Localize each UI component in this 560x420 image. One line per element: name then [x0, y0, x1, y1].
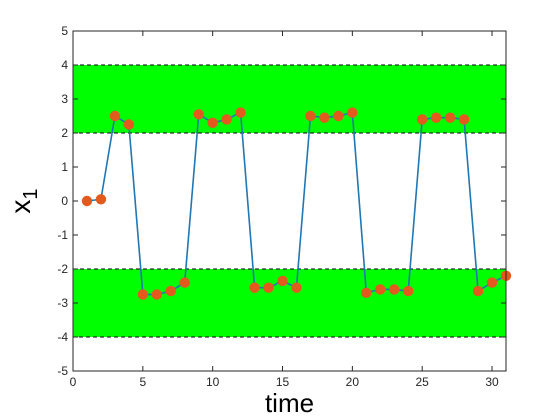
data-point — [389, 284, 400, 295]
data-point — [165, 285, 176, 297]
y-tick-label: -2 — [57, 262, 68, 276]
data-point — [291, 282, 302, 293]
x-tick-label: 15 — [276, 375, 290, 389]
data-point — [249, 282, 260, 293]
y-tick-label: -3 — [57, 296, 68, 310]
x-tick-label: 30 — [485, 375, 499, 389]
data-point — [458, 114, 470, 125]
band-1 — [72, 64, 507, 134]
y-tick-label: 1 — [61, 160, 68, 174]
data-point — [472, 285, 484, 297]
data-point — [486, 277, 498, 288]
data-point — [151, 289, 163, 300]
data-point — [403, 285, 414, 297]
y-tick-label: -1 — [57, 228, 68, 242]
data-point — [430, 112, 442, 123]
data-point — [347, 107, 358, 118]
x-tick-label: 0 — [70, 375, 77, 389]
bands-layer — [72, 64, 507, 338]
x-axis-label: time — [265, 388, 314, 418]
data-point — [319, 112, 330, 123]
data-point — [305, 110, 316, 122]
series-line — [86, 111, 507, 296]
x-tick-label: 20 — [346, 375, 360, 389]
x-tick-label: 10 — [206, 375, 220, 389]
data-point — [361, 287, 372, 298]
x-tick-label: 25 — [416, 375, 430, 389]
y-tick-label: -4 — [57, 330, 68, 344]
y-tick-label: 0 — [61, 194, 68, 208]
data-point — [277, 275, 288, 287]
data-point — [221, 114, 232, 125]
data-point — [193, 109, 204, 120]
y-axis-label-subscript: 1 — [20, 188, 42, 199]
data-point — [263, 282, 274, 293]
data-point — [207, 117, 218, 128]
y-tick-label: 4 — [61, 58, 68, 72]
data-point — [416, 114, 428, 125]
band-2 — [72, 268, 507, 338]
data-point — [137, 289, 149, 300]
ticks-layer: 0 5 10 15 20 25 30 -5 -4 -3 -2 -1 0 1 2 3 4 5 — [57, 24, 506, 389]
y-tick-label: 2 — [61, 126, 68, 140]
data-point — [375, 284, 386, 295]
data-point — [95, 194, 107, 205]
data-point — [109, 110, 121, 122]
data-point — [123, 119, 135, 130]
y-axis-label-main: x — [5, 200, 36, 214]
data-point — [333, 110, 344, 122]
y-axis-label: x1 — [5, 188, 42, 213]
data-point — [179, 277, 190, 288]
x-tick-label: 5 — [139, 375, 146, 389]
y-tick-label: 5 — [61, 24, 68, 38]
y-tick-label: 3 — [61, 92, 68, 106]
data-point — [444, 112, 456, 123]
series-layer — [81, 107, 512, 300]
data-point — [81, 195, 93, 207]
data-point — [235, 107, 246, 118]
y-tick-label: -5 — [57, 364, 68, 378]
